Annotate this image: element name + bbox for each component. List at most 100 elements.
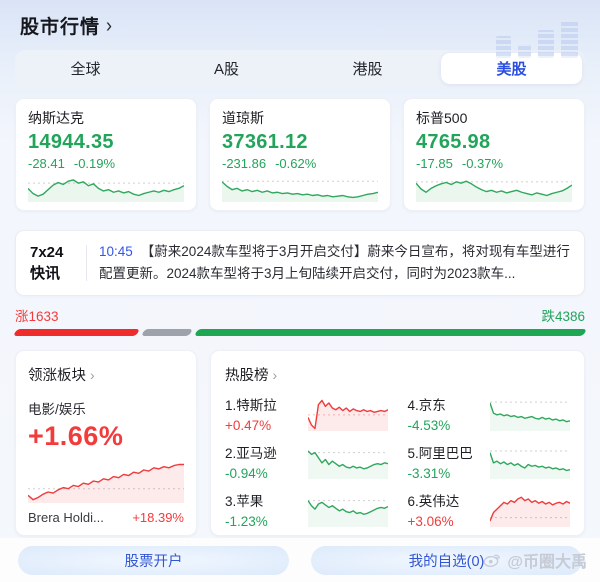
hot-stock-name: 5.阿里巴巴	[407, 446, 473, 461]
index-name: 纳斯达克	[28, 110, 84, 126]
building-bar	[538, 30, 554, 58]
index-change-pct: -0.19%	[73, 156, 116, 171]
hot-stocks-grid: 1.特斯拉 +0.47% 4.京东 -4.53% 2.亚马逊 -0.94%	[225, 394, 570, 529]
hot-stock-name: 6.英伟达	[407, 494, 460, 509]
hot-stock-sparkline-chart	[490, 397, 570, 431]
news-text[interactable]: 10:45 【蔚来2024款车型将于3月开启交付】蔚来今日宣布，将对现有车型进行配…	[99, 241, 570, 286]
leading-sector-header[interactable]: 领涨板块 ›	[28, 364, 184, 385]
index-card-sp500[interactable]: 标普500 4765.98 -17.85 -0.37%	[403, 98, 585, 211]
index-change: -231.86	[222, 156, 267, 171]
hot-stock-nvidia[interactable]: 6.英伟达 +3.06%	[408, 490, 570, 529]
news-time: 10:45	[99, 243, 133, 259]
index-cards-row: 纳斯达克 14944.35 -28.41 -0.19% 道琼斯 37361.12…	[15, 98, 585, 211]
decliners-count: 跌4386	[541, 309, 585, 324]
building-bar	[496, 36, 511, 58]
index-sparkline-chart	[28, 176, 184, 202]
chevron-right-icon[interactable]: ›	[106, 12, 113, 36]
breadth-labels: 涨1633 跌4386	[15, 306, 585, 324]
advancers-count: 涨1633	[15, 309, 59, 324]
index-change-row: -28.41 -0.19%	[28, 156, 184, 171]
index-value: 37361.12	[222, 131, 308, 153]
breadth-up-segment	[12, 329, 140, 336]
index-card-nasdaq[interactable]: 纳斯达克 14944.35 -28.41 -0.19%	[15, 98, 197, 211]
news-tag-line1: 7x24	[30, 244, 64, 261]
hot-stock-name: 3.苹果	[225, 494, 264, 509]
breadth-bar	[12, 329, 588, 336]
index-name: 道琼斯	[222, 110, 264, 126]
divider	[86, 245, 87, 281]
building-bar	[518, 44, 531, 58]
hot-stocks-card: 热股榜 › 1.特斯拉 +0.47% 4.京东 -4.53% 2.亚马逊	[210, 350, 585, 536]
footer-bar: 股票开户 我的自选(0)	[0, 538, 600, 582]
hot-stock-sparkline-chart	[307, 493, 388, 527]
tab-a-shares[interactable]: A股	[213, 61, 239, 78]
news-tag-line2: 快讯	[30, 265, 61, 282]
building-bar	[561, 20, 578, 58]
index-value: 4765.98	[416, 131, 491, 153]
hot-stocks-header[interactable]: 热股榜 ›	[225, 364, 570, 385]
sector-change-pct: +1.66%	[28, 421, 124, 451]
index-card-dow[interactable]: 道琼斯 37361.12 -231.86 -0.62%	[209, 98, 391, 211]
open-account-button[interactable]: 股票开户	[18, 546, 289, 575]
hot-stock-amazon[interactable]: 2.亚马逊 -0.94%	[225, 442, 388, 481]
index-sparkline-chart	[222, 176, 378, 202]
index-change-pct: -0.37%	[461, 156, 504, 171]
chevron-right-icon: ›	[90, 366, 95, 383]
hot-stocks-title: 热股榜	[225, 368, 269, 384]
tab-us[interactable]: 美股	[441, 53, 582, 84]
hot-stock-name: 4.京东	[407, 398, 446, 413]
top-stock-name: Brera Holdi...	[28, 510, 104, 525]
hot-stock-apple[interactable]: 3.苹果 -1.23%	[225, 490, 388, 529]
hot-stock-text: 4.京东 -4.53%	[408, 394, 483, 433]
hot-stock-pct: +3.06%	[407, 514, 454, 529]
index-change: -17.85	[416, 156, 453, 171]
tab-global[interactable]: 全球	[70, 61, 101, 78]
sector-top-stock-row[interactable]: Brera Holdi... +18.39%	[28, 510, 184, 525]
chevron-right-icon: ›	[272, 366, 278, 383]
breadth-down-segment	[193, 329, 588, 336]
hot-stock-text: 5.阿里巴巴 -3.31%	[408, 442, 483, 481]
hot-stock-jd[interactable]: 4.京东 -4.53%	[408, 394, 570, 433]
hot-stock-name: 1.特斯拉	[225, 398, 277, 413]
breadth-flat-segment	[140, 329, 194, 336]
hot-stock-pct: -1.23%	[225, 514, 268, 529]
hot-stock-text: 3.苹果 -1.23%	[225, 490, 300, 529]
index-name: 标普500	[416, 110, 468, 126]
hot-stock-name: 2.亚马逊	[225, 446, 277, 461]
index-value: 14944.35	[28, 131, 114, 153]
hot-stock-pct: -4.53%	[407, 418, 451, 433]
page-header: 股市行情 ›	[0, 0, 600, 58]
hot-stock-text: 1.特斯拉 +0.47%	[225, 394, 300, 433]
page-title: 股市行情	[20, 16, 101, 38]
index-change: -28.41	[28, 156, 65, 171]
news-tag: 7x24 快讯	[30, 242, 76, 284]
hot-stock-alibaba[interactable]: 5.阿里巴巴 -3.31%	[408, 442, 570, 481]
leading-sector-title: 领涨板块	[28, 368, 86, 384]
market-tabs: 全球 A股 港股 美股	[15, 50, 585, 87]
index-change-row: -231.86 -0.62%	[222, 156, 378, 171]
tab-hk[interactable]: 港股	[352, 61, 383, 78]
hot-stock-sparkline-chart	[490, 445, 570, 479]
sector-sparkline-chart	[28, 459, 184, 503]
index-change-pct: -0.62%	[275, 156, 317, 171]
hot-stock-sparkline-chart	[490, 493, 570, 527]
lower-cards-row: 领涨板块 › 电影/娱乐 +1.66% Brera Holdi... +18.3…	[15, 350, 585, 536]
hot-stock-tesla[interactable]: 1.特斯拉 +0.47%	[225, 394, 388, 433]
top-stock-pct: +18.39%	[132, 510, 184, 525]
hot-stock-pct: -3.31%	[407, 466, 451, 481]
sector-name: 电影/娱乐	[28, 402, 86, 417]
index-sparkline-chart	[416, 176, 572, 202]
market-breadth: 涨1633 跌4386	[12, 306, 588, 336]
hot-stock-pct: -0.94%	[225, 466, 268, 481]
hot-stock-sparkline-chart	[307, 445, 388, 479]
news-flash-card[interactable]: 7x24 快讯 10:45 【蔚来2024款车型将于3月开启交付】蔚来今日宣布，将…	[15, 230, 585, 296]
hot-stock-pct: +0.47%	[225, 418, 272, 433]
my-watchlist-button[interactable]: 我的自选(0)	[311, 546, 582, 575]
news-headline: 【蔚来2024款车型将于3月开启交付】蔚来今日宣布，将对现有车型进行配置更新。2…	[99, 243, 570, 281]
hot-stock-text: 6.英伟达 +3.06%	[408, 490, 483, 529]
leading-sector-card[interactable]: 领涨板块 › 电影/娱乐 +1.66% Brera Holdi... +18.3…	[15, 350, 197, 536]
hot-stock-text: 2.亚马逊 -0.94%	[225, 442, 300, 481]
index-change-row: -17.85 -0.37%	[416, 156, 572, 171]
buildings-decoration-icon	[496, 20, 578, 58]
hot-stock-sparkline-chart	[307, 397, 388, 431]
